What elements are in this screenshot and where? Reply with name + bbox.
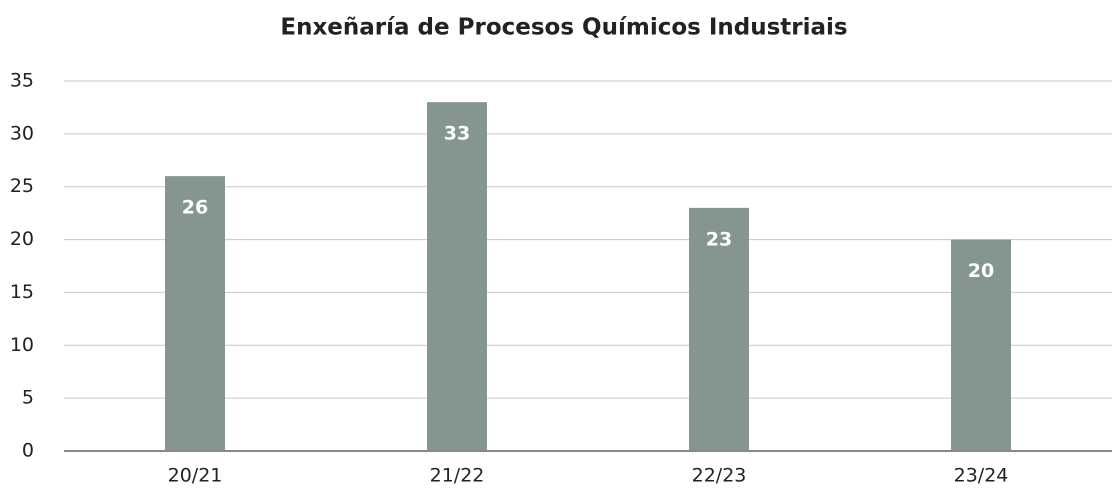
bar (165, 176, 225, 451)
y-tick-label: 30 (10, 122, 34, 144)
data-label: 23 (706, 228, 732, 250)
data-label: 26 (182, 197, 208, 219)
y-tick-label: 25 (10, 175, 34, 197)
y-tick-label: 35 (10, 70, 34, 92)
data-label: 20 (968, 260, 994, 282)
x-tick-label: 20/21 (168, 465, 223, 487)
y-tick-label: 20 (10, 228, 34, 250)
y-tick-label: 5 (22, 387, 34, 409)
y-tick-label: 10 (10, 334, 34, 356)
chart-title: Enxeñaría de Procesos Químicos Industria… (280, 15, 847, 41)
x-tick-label: 23/24 (954, 465, 1009, 487)
x-tick-label: 22/23 (692, 465, 747, 487)
y-tick-label: 15 (10, 281, 34, 303)
y-tick-label: 0 (22, 440, 34, 462)
x-tick-label: 21/22 (430, 465, 485, 487)
bar (689, 207, 749, 451)
data-label: 33 (444, 123, 470, 145)
bar (427, 102, 487, 452)
bar (951, 239, 1011, 451)
